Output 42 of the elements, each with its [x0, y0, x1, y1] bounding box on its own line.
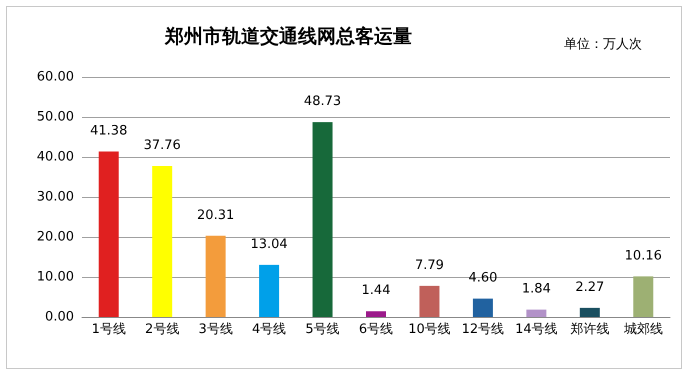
- y-tick-label: 40.00: [36, 150, 74, 164]
- data-label: 1.44: [362, 283, 390, 298]
- x-tick-label: 10号线: [408, 322, 451, 337]
- bar: [259, 264, 280, 317]
- bar: [312, 122, 333, 317]
- y-tick-label: 0.00: [45, 310, 74, 324]
- data-label: 41.38: [90, 123, 128, 138]
- data-label: 48.73: [304, 94, 342, 110]
- bar: [206, 236, 226, 317]
- bar: [580, 308, 600, 317]
- data-label: 1.84: [522, 282, 551, 297]
- x-tick-label: 4号线: [252, 322, 286, 337]
- bar: [526, 310, 546, 317]
- data-label: 2.27: [575, 280, 604, 295]
- y-tick-label: 60.00: [36, 70, 74, 84]
- data-label: 13.04: [250, 236, 288, 252]
- x-tick-label: 14号线: [515, 322, 558, 337]
- y-tick-label: 20.00: [36, 230, 74, 244]
- data-label: 4.60: [468, 270, 498, 286]
- y-tick-label: 30.00: [36, 190, 74, 204]
- y-tick-label: 50.00: [36, 110, 74, 124]
- bar: [152, 166, 172, 317]
- bar: [366, 311, 386, 317]
- x-tick-label: 12号线: [462, 322, 504, 337]
- y-tick-label: 10.00: [36, 270, 74, 284]
- x-tick-label: 3号线: [198, 322, 233, 337]
- text: 单位：万人次: [564, 37, 642, 52]
- data-label: 7.79: [414, 258, 444, 273]
- x-tick-label: 2号线: [145, 322, 180, 337]
- bar: [472, 298, 493, 317]
- bar: [419, 286, 440, 317]
- x-tick-label: 6号线: [358, 322, 394, 337]
- x-tick-label: 郑许线: [570, 322, 610, 337]
- x-tick-label: 城郊线: [622, 322, 663, 337]
- bar: [98, 151, 119, 317]
- data-label: 10.16: [624, 248, 662, 264]
- x-tick-label: 1号线: [92, 322, 126, 337]
- data-label: 37.76: [144, 138, 181, 153]
- chart-title: 郑州市轨道交通线网总客运量: [164, 26, 412, 48]
- data-label: 20.31: [197, 208, 234, 223]
- x-tick-label: 5号线: [305, 322, 340, 337]
- bar: [633, 276, 654, 317]
